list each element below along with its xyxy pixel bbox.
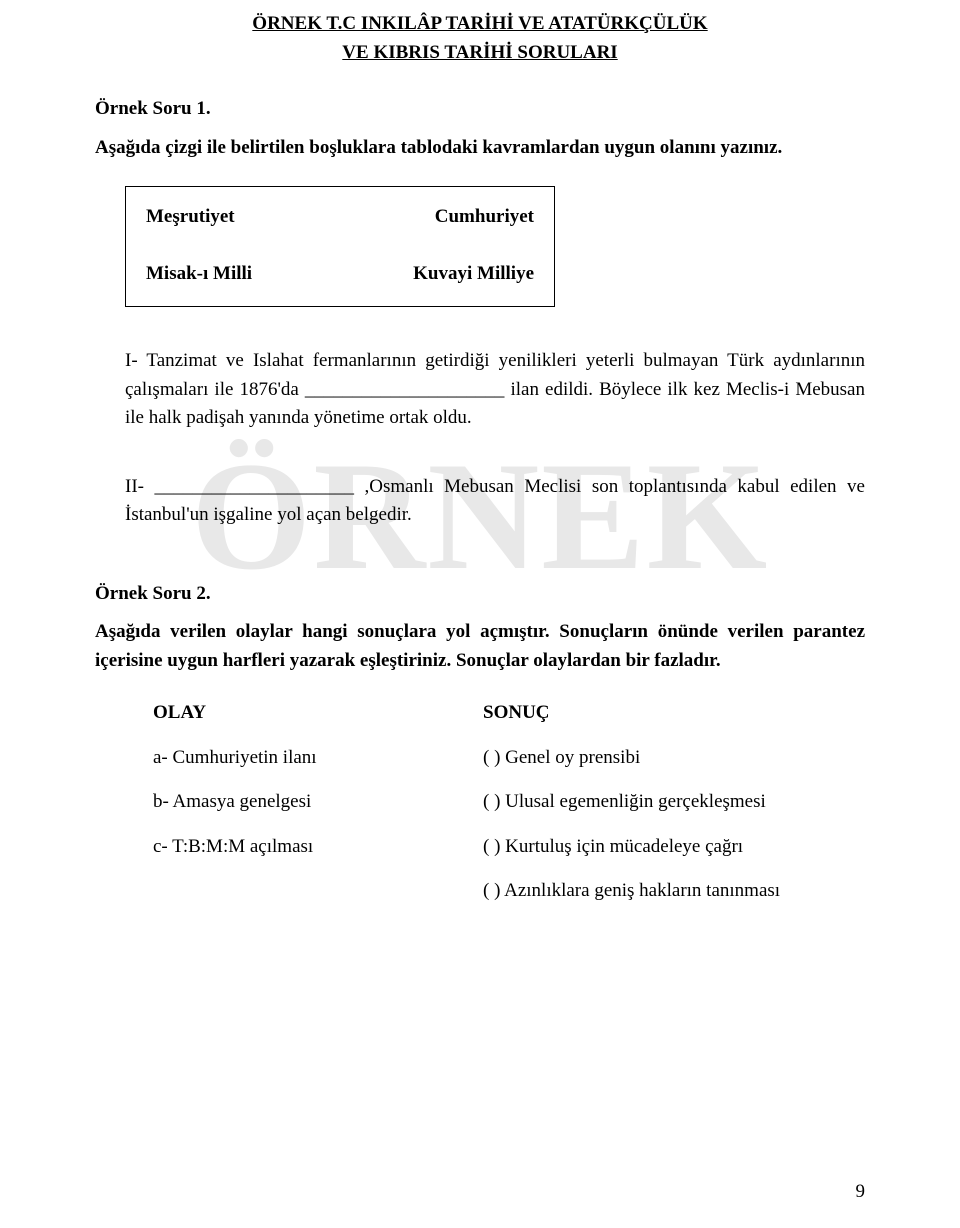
match-sonuc: ( ) Azınlıklara geniş hakların tanınması (483, 877, 780, 906)
q2-instruction: Aşağıda verilen olaylar hangi sonuçlara … (95, 618, 865, 675)
q1-instruction: Aşağıda çizgi ile belirtilen boşluklara … (95, 134, 865, 163)
q1-label: Örnek Soru 1. (95, 95, 865, 124)
q1-paragraph-1: I- Tanzimat ve Islahat fermanlarının get… (95, 347, 865, 433)
concept-cell: Cumhuriyet (435, 203, 534, 232)
title-line-1: ÖRNEK T.C INKILÂP TARİHİ VE ATATÜRKÇÜLÜK (95, 10, 865, 39)
match-row: ( ) Azınlıklara geniş hakların tanınması (153, 877, 865, 906)
q2-label: Örnek Soru 2. (95, 580, 865, 609)
title-line-2: VE KIBRIS TARİHİ SORULARI (95, 39, 865, 68)
page-content: ÖRNEK T.C INKILÂP TARİHİ VE ATATÜRKÇÜLÜK… (95, 10, 865, 906)
match-sonuc: ( ) Kurtuluş için mücadeleye çağrı (483, 833, 743, 862)
match-olay: a- Cumhuriyetin ilanı (153, 744, 483, 773)
page-number: 9 (856, 1178, 866, 1207)
concept-cell: Misak-ı Milli (146, 260, 252, 289)
concept-cell: Kuvayi Milliye (413, 260, 534, 289)
match-olay: c- T:B:M:M açılması (153, 833, 483, 862)
document-title: ÖRNEK T.C INKILÂP TARİHİ VE ATATÜRKÇÜLÜK… (95, 10, 865, 67)
match-row: b- Amasya genelgesi ( ) Ulusal egemenliğ… (153, 788, 865, 817)
match-olay (153, 877, 483, 906)
concept-row: Meşrutiyet Cumhuriyet (146, 203, 534, 232)
match-olay: b- Amasya genelgesi (153, 788, 483, 817)
match-row: a- Cumhuriyetin ilanı ( ) Genel oy prens… (153, 744, 865, 773)
concept-row: Misak-ı Milli Kuvayi Milliye (146, 260, 534, 289)
q1-paragraph-2: II- _____________________ ,Osmanlı Mebus… (95, 473, 865, 530)
match-table: OLAY SONUÇ a- Cumhuriyetin ilanı ( ) Gen… (95, 699, 865, 906)
match-row: c- T:B:M:M açılması ( ) Kurtuluş için mü… (153, 833, 865, 862)
match-sonuc: ( ) Ulusal egemenliğin gerçekleşmesi (483, 788, 766, 817)
match-header-sonuc: SONUÇ (483, 699, 550, 728)
concept-box: Meşrutiyet Cumhuriyet Misak-ı Milli Kuva… (125, 186, 555, 307)
match-sonuc: ( ) Genel oy prensibi (483, 744, 640, 773)
match-header-olay: OLAY (153, 699, 483, 728)
match-header: OLAY SONUÇ (153, 699, 865, 728)
concept-cell: Meşrutiyet (146, 203, 235, 232)
